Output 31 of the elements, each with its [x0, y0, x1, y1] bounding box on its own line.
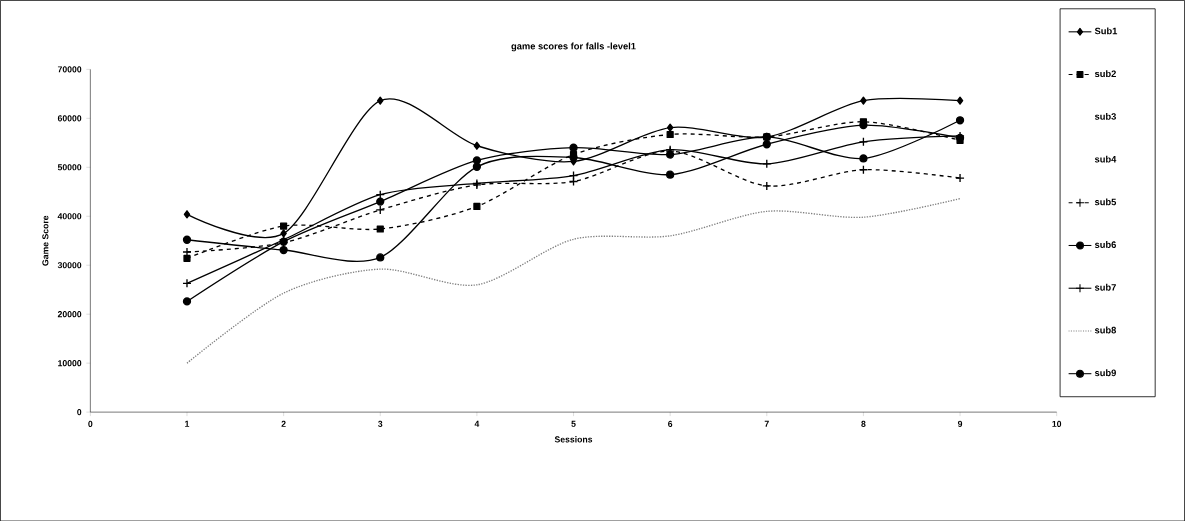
- y-tick-label: 30000: [57, 261, 82, 269]
- legend-label: Sub1: [1094, 27, 1118, 35]
- y-axis-title: Game Score: [42, 215, 49, 266]
- x-tick-label: 1: [185, 420, 190, 427]
- text: sub4: [1094, 155, 1117, 163]
- legend-label: sub2: [1094, 69, 1116, 77]
- y-tick-label: 20000: [57, 310, 82, 318]
- legend-label: sub7: [1094, 283, 1116, 291]
- x-tick-label: 5: [571, 420, 576, 427]
- y-tick-label: 70000: [57, 66, 82, 73]
- x-tick-label: 9: [957, 420, 963, 427]
- chart-title: game scores for falls -level1: [511, 42, 636, 52]
- x-tick-label: 8: [861, 420, 866, 427]
- text: sub3: [1094, 112, 1116, 120]
- y-tick-label: 10000: [58, 359, 82, 366]
- y-tick-label: 40000: [57, 212, 82, 220]
- x-tick-label: 3: [378, 420, 383, 427]
- legend-label: sub6: [1094, 240, 1116, 248]
- x-tick-label: 0: [88, 420, 93, 427]
- y-tick-label: 50000: [57, 164, 82, 171]
- x-tick-label: 7: [764, 420, 769, 427]
- legend-label: sub8: [1094, 326, 1117, 334]
- x-axis-title: Sessions: [554, 435, 593, 443]
- x-tick-label: 2: [281, 420, 286, 427]
- legend-label: sub5: [1094, 198, 1117, 205]
- y-tick-label: 60000: [57, 115, 82, 122]
- x-tick-label: 6: [668, 420, 673, 427]
- x-tick-label: 10: [1052, 420, 1062, 427]
- y-tick-label: 0: [77, 408, 82, 415]
- x-tick-label: 4: [474, 420, 480, 427]
- legend-label: sub9: [1094, 369, 1116, 376]
